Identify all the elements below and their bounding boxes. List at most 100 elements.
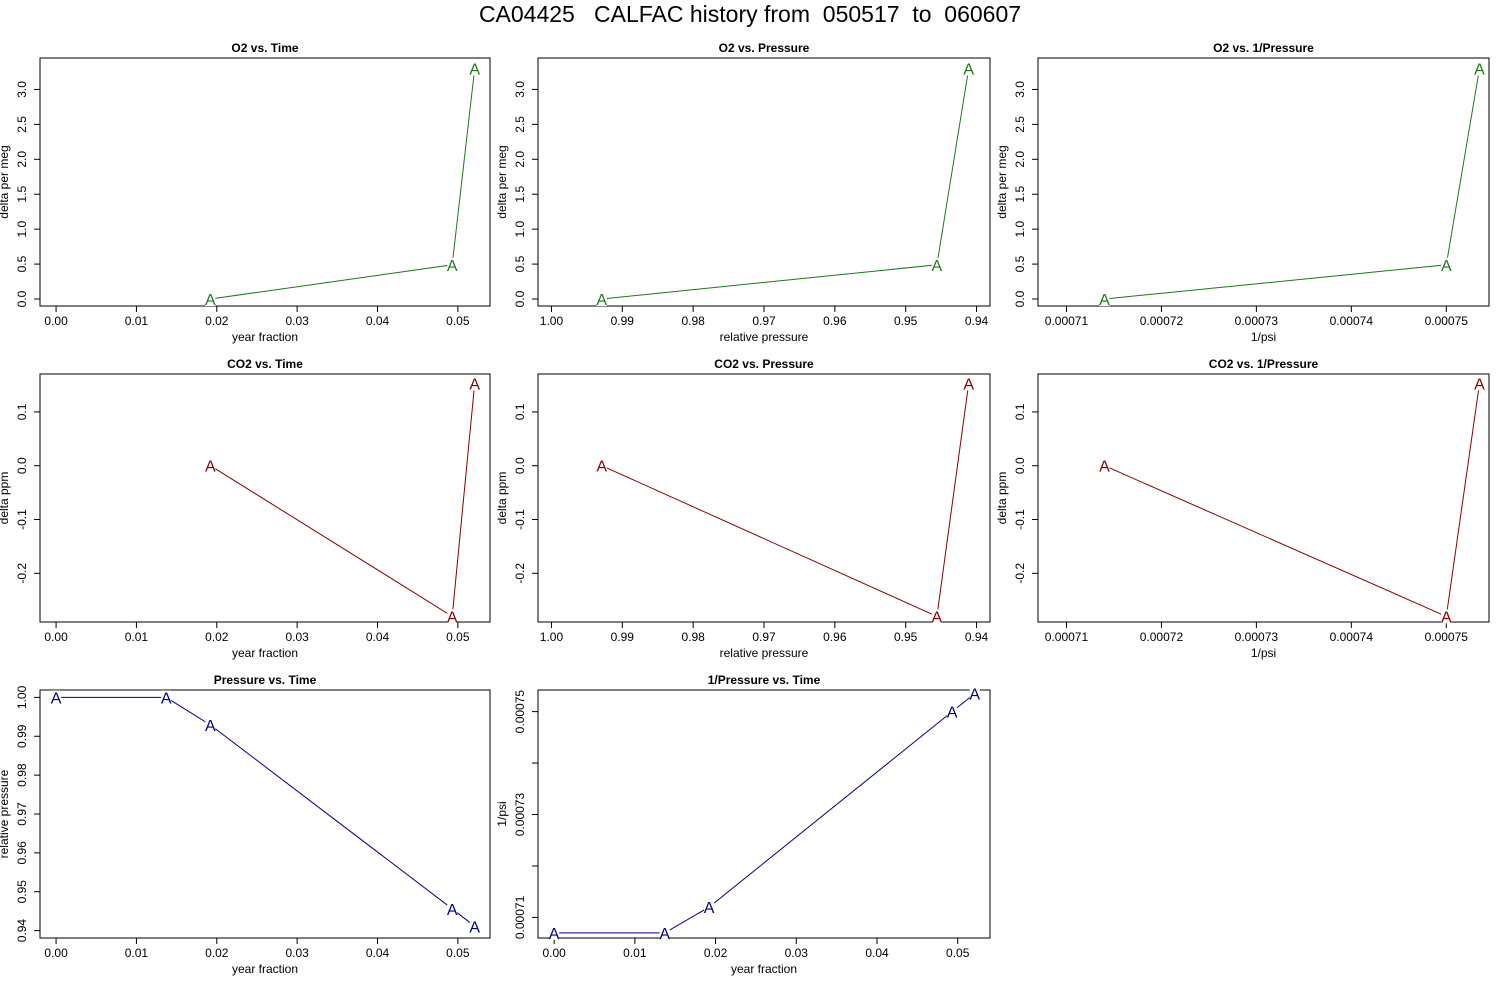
marker-background: [469, 61, 480, 76]
x-tick-label: 0.99: [611, 630, 635, 644]
y-tick-label: 1.0: [1013, 220, 1027, 237]
y-tick-label: 0.0: [15, 290, 29, 307]
y-tick-label: -0.1: [1013, 509, 1027, 530]
x-tick-label: 0.01: [125, 630, 149, 644]
chart-title: 1/Pressure vs. Time: [708, 673, 821, 687]
plot-frame: [1037, 373, 1490, 623]
y-tick-label: 0.0: [1013, 457, 1027, 474]
series-line: [1104, 68, 1480, 300]
x-tick-label: 0.03: [285, 314, 309, 328]
x-tick-label: 0.97: [752, 314, 776, 328]
y-tick-label: -0.2: [15, 563, 29, 584]
series-line: [210, 68, 476, 300]
data-point-marker: A: [549, 926, 560, 943]
chart-title: CO2 vs. 1/Pressure: [1209, 357, 1319, 371]
data-point-marker: A: [659, 926, 670, 943]
marker-background: [1099, 292, 1110, 307]
x-tick-label: 0.04: [366, 314, 390, 328]
x-tick-label: 0.00075: [1425, 630, 1469, 644]
marker-background: [51, 690, 62, 705]
marker-background: [704, 900, 715, 915]
y-tick-label: 3.0: [15, 81, 29, 98]
y-tick-label: 1.5: [15, 186, 29, 203]
x-tick-label: 0.05: [446, 314, 470, 328]
marker-background: [447, 257, 458, 272]
y-tick-label: -0.2: [1013, 563, 1027, 584]
y-tick-label: -0.2: [513, 563, 527, 584]
data-point-marker: A: [469, 376, 480, 393]
y-tick-label: 2.5: [1013, 116, 1027, 133]
x-tick-label: 0.00072: [1140, 314, 1184, 328]
chart-panel: O2 vs. 1/Pressure 0.00071 0.00072 0.00073 0.…: [995, 41, 1490, 344]
plot-frame: [1037, 57, 1490, 307]
data-point-marker: A: [161, 690, 172, 707]
data-point-marker: A: [205, 459, 216, 476]
y-tick-label: 0.98: [15, 763, 29, 787]
marker-background: [931, 257, 942, 272]
y-tick-label: 0.96: [15, 841, 29, 865]
x-tick-label: 0.00: [44, 314, 68, 328]
marker-background: [469, 376, 480, 391]
chart-title: CO2 vs. Time: [227, 357, 303, 371]
series-line: [554, 693, 976, 934]
chart-title: O2 vs. Pressure: [719, 41, 810, 55]
data-point-marker: A: [932, 258, 943, 275]
x-tick-label: 0.05: [946, 946, 970, 960]
y-tick-label: 0.00071: [513, 895, 527, 939]
data-point-marker: A: [51, 690, 62, 707]
x-tick-label: 1.00: [540, 630, 564, 644]
chart-panel: Pressure vs. Time 0.00 0.01 0.02 0.03 0.04 0.0…: [0, 673, 491, 976]
x-tick-label: 0.00074: [1330, 314, 1374, 328]
y-axis-label: 1/psi: [495, 801, 509, 826]
marker-background: [549, 925, 560, 940]
data-point-marker: A: [1099, 459, 1110, 476]
x-tick-label: 0.95: [894, 314, 918, 328]
y-tick-label: 2.5: [513, 116, 527, 133]
x-tick-label: 0.00074: [1330, 630, 1374, 644]
series-line: [210, 383, 476, 618]
x-tick-label: 0.99: [611, 314, 635, 328]
marker-background: [947, 704, 958, 719]
y-tick-label: 3.0: [513, 81, 527, 98]
x-tick-label: 0.98: [681, 314, 705, 328]
x-tick-label: 0.00071: [1045, 630, 1089, 644]
series-line: [601, 68, 970, 300]
marker-background: [963, 376, 974, 391]
x-tick-label: 0.00072: [1140, 630, 1184, 644]
y-axis-label: delta per meg: [0, 145, 11, 218]
x-tick-label: 0.04: [366, 630, 390, 644]
marker-background: [469, 919, 480, 934]
page-title: CA04425 CALFAC history from 050517 to 06…: [478, 1, 1022, 27]
data-point-marker: A: [1099, 292, 1110, 309]
chart-panel: CO2 vs. 1/Pressure 0.00071 0.00072 0.00073 0…: [995, 357, 1490, 660]
y-tick-label: 2.0: [1013, 151, 1027, 168]
data-point-marker: A: [947, 705, 958, 722]
x-tick-label: 0.00: [44, 946, 68, 960]
x-tick-label: 0.00073: [1235, 630, 1279, 644]
x-tick-label: 0.96: [823, 630, 847, 644]
plot-frame: [537, 689, 991, 939]
data-point-marker: A: [447, 258, 458, 275]
data-point-marker: A: [963, 61, 974, 78]
x-tick-label: 0.01: [623, 946, 647, 960]
x-tick-label: 0.03: [285, 630, 309, 644]
y-tick-label: 0.00075: [513, 690, 527, 734]
x-tick-label: 1.00: [540, 314, 564, 328]
series-line: [56, 696, 476, 927]
marker-background: [963, 61, 974, 76]
chart-title: O2 vs. 1/Pressure: [1213, 41, 1314, 55]
x-tick-label: 0.00071: [1045, 314, 1089, 328]
plot-frame: [537, 373, 991, 623]
y-tick-label: 0.0: [1013, 290, 1027, 307]
plot-frame: [39, 689, 491, 939]
y-axis-label: relative pressure: [0, 769, 11, 858]
x-tick-label: 0.98: [681, 630, 705, 644]
x-axis-label: relative pressure: [720, 646, 809, 660]
marker-background: [931, 609, 942, 624]
marker-background: [1441, 257, 1452, 272]
plot-frame: [39, 373, 491, 623]
y-tick-label: 0.0: [513, 457, 527, 474]
y-tick-label: 0.95: [15, 880, 29, 904]
x-tick-label: 0.05: [446, 630, 470, 644]
y-tick-label: 2.0: [15, 151, 29, 168]
